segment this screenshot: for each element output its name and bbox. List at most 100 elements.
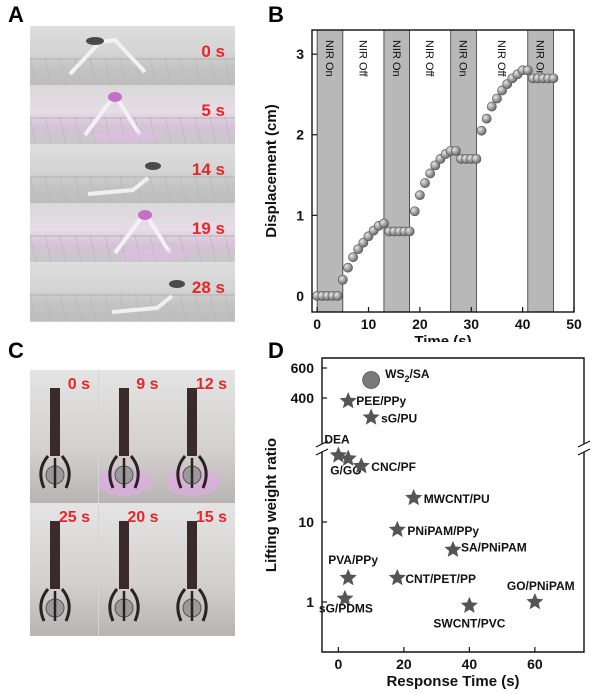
point-label: sG/PDMS bbox=[319, 602, 373, 616]
data-point bbox=[352, 457, 370, 474]
grid-line bbox=[89, 175, 97, 203]
grid-line bbox=[30, 116, 37, 144]
photo-frame-a: 5 s bbox=[30, 85, 235, 144]
data-point bbox=[486, 101, 497, 112]
data-point bbox=[420, 178, 430, 188]
x-tick-label: 10 bbox=[361, 316, 377, 332]
grid-line bbox=[74, 175, 82, 203]
band-label: NIR Off bbox=[423, 40, 435, 77]
frame-time-label: 0 s bbox=[201, 42, 225, 61]
point-label: CNC/PF bbox=[371, 460, 416, 474]
grid-line bbox=[104, 293, 112, 321]
grid-line bbox=[194, 175, 202, 203]
grid-line bbox=[74, 234, 82, 262]
x-tick-label: 40 bbox=[462, 656, 478, 672]
band-label: NIR Off bbox=[495, 40, 507, 77]
data-point bbox=[332, 290, 343, 301]
data-point bbox=[336, 589, 354, 606]
grid-line bbox=[30, 293, 37, 321]
frame-time-label: 9 s bbox=[136, 376, 159, 393]
grid-line bbox=[119, 57, 127, 85]
data-point bbox=[405, 488, 423, 506]
data-point bbox=[450, 145, 461, 156]
grid-line bbox=[224, 57, 232, 85]
robot-body bbox=[111, 294, 174, 314]
grid-line bbox=[74, 57, 82, 85]
grid-line bbox=[44, 116, 52, 144]
y-axis-title: Lifting weight ratio bbox=[263, 438, 280, 572]
axis-break bbox=[577, 440, 591, 448]
x-tick-label: 0 bbox=[334, 656, 342, 672]
band-label: NIR On bbox=[457, 40, 469, 77]
point-label: SA/PNiPAM bbox=[461, 541, 527, 555]
nir-glow bbox=[90, 132, 160, 142]
x-tick-label: 50 bbox=[566, 316, 582, 332]
robot-body bbox=[87, 176, 150, 196]
grid-line bbox=[59, 57, 67, 85]
frame-time-label: 0 s bbox=[67, 376, 90, 393]
gripper-stem bbox=[50, 388, 60, 456]
photo-frame-a: 28 s bbox=[30, 262, 235, 321]
data-point bbox=[548, 73, 559, 84]
grid-line bbox=[104, 175, 112, 203]
grid-line bbox=[134, 293, 142, 321]
photo-cell-c: 0 s bbox=[30, 370, 98, 503]
gripper-finger bbox=[107, 588, 118, 622]
robot-body bbox=[68, 38, 147, 76]
data-point bbox=[409, 206, 420, 217]
data-point bbox=[339, 568, 357, 586]
gripper-scene bbox=[167, 388, 220, 496]
data-point bbox=[388, 520, 406, 537]
y-tick-label: 10 bbox=[298, 514, 314, 530]
x-tick-label: 30 bbox=[463, 316, 479, 332]
data-point bbox=[460, 596, 478, 613]
band-label: NIR On bbox=[323, 40, 335, 77]
data-point bbox=[497, 85, 507, 96]
grid-line bbox=[134, 175, 142, 203]
x-tick-label: 20 bbox=[396, 656, 412, 672]
gripper-stem bbox=[187, 521, 197, 589]
gripper-finger bbox=[197, 455, 208, 489]
grid-line bbox=[209, 293, 217, 321]
grid-line bbox=[119, 293, 127, 321]
data-point bbox=[471, 154, 482, 164]
gripper-scene bbox=[176, 521, 208, 622]
photo-scene bbox=[30, 280, 235, 321]
x-tick-label: 40 bbox=[515, 316, 531, 332]
y-tick-label: 2 bbox=[296, 127, 304, 143]
data-point bbox=[430, 160, 441, 171]
gripper-finger bbox=[197, 588, 208, 622]
robot-head bbox=[169, 280, 185, 288]
photo-frame-a: 19 s bbox=[30, 203, 235, 262]
gripper-finger bbox=[107, 455, 118, 489]
data-point bbox=[362, 371, 381, 389]
plot-frame bbox=[311, 29, 575, 313]
grid-line bbox=[30, 175, 37, 203]
grid-line bbox=[164, 175, 172, 203]
gripper-scene bbox=[107, 521, 140, 622]
grid-line bbox=[104, 234, 112, 262]
gripper-finger bbox=[60, 455, 71, 489]
photo-cell-c: 12 s bbox=[167, 370, 235, 503]
gripper-finger bbox=[39, 588, 50, 622]
gripper-stem bbox=[187, 388, 197, 456]
plot-frame-upper bbox=[321, 357, 585, 444]
data-point bbox=[362, 408, 380, 425]
x-tick-label: 60 bbox=[527, 656, 543, 672]
grid-line bbox=[104, 57, 112, 85]
grid-line bbox=[89, 234, 97, 262]
data-point bbox=[414, 190, 425, 201]
grid-line bbox=[164, 57, 172, 85]
grid-line bbox=[149, 175, 157, 203]
plot-frame-lower bbox=[321, 452, 585, 653]
data-point bbox=[337, 274, 348, 285]
data-point bbox=[353, 244, 364, 255]
point-label: PEE/PPy bbox=[356, 394, 406, 408]
grid-line bbox=[74, 293, 82, 321]
point-label: PNiPAM/PPy bbox=[407, 524, 479, 538]
band-label: NIR On bbox=[390, 40, 402, 77]
gripper-stem bbox=[118, 388, 129, 456]
point-label: DEA bbox=[324, 432, 350, 446]
grid-line bbox=[209, 234, 217, 262]
frame-time-label: 14 s bbox=[191, 160, 225, 179]
